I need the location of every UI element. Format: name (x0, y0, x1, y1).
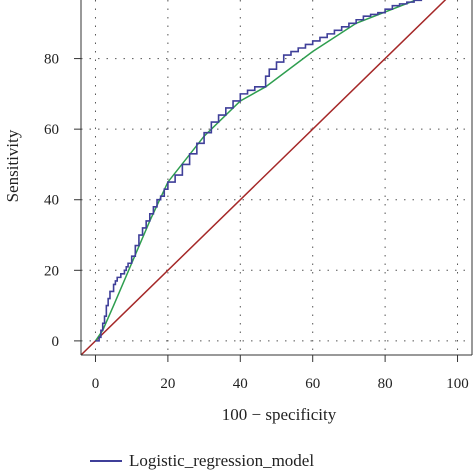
x-tick-label: 100 (446, 376, 469, 392)
x-tick-label: 0 (92, 376, 100, 392)
y-tick-label: 60 (44, 122, 59, 138)
y-tick-label: 40 (44, 193, 59, 209)
y-axis-title: Sensitivity (3, 129, 22, 202)
grid-lines (81, 0, 472, 355)
series-line-fitted (94, 0, 418, 342)
x-tick-label: 60 (305, 376, 320, 392)
y-tick-label: 0 (52, 334, 60, 350)
x-tick-label: 20 (160, 376, 175, 392)
series-line-roc (95, 0, 423, 342)
x-axis: 0 20 40 60 80 100 (92, 355, 469, 392)
x-tick-label: 80 (378, 376, 393, 392)
y-tick-label: 20 (44, 263, 59, 279)
x-tick-label: 40 (233, 376, 248, 392)
x-axis-title: 100 − specificity (222, 405, 337, 424)
series-line-reference (81, 0, 447, 355)
legend-label: Logistic_regression_model (129, 451, 314, 470)
plot-area (81, 0, 447, 355)
y-tick-label: 80 (44, 52, 59, 68)
y-axis: 0 20 40 60 80 (44, 52, 81, 350)
legend: Logistic_regression_model (90, 451, 314, 470)
